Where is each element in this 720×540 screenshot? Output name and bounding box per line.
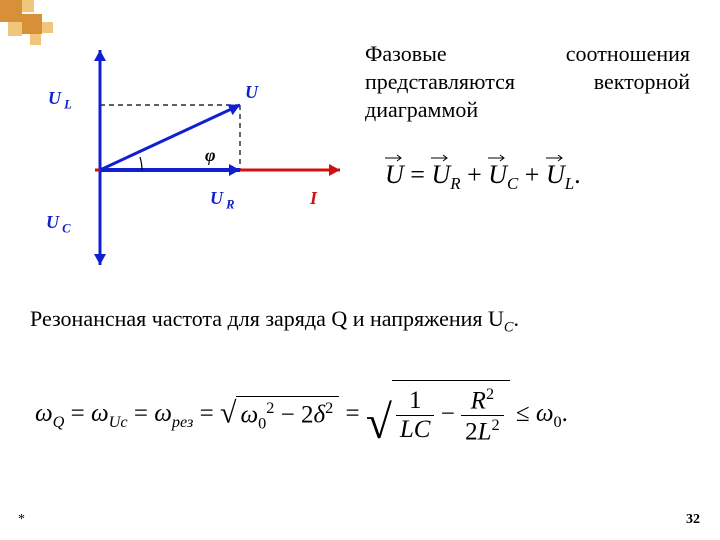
diagram-label-phi: φ: [205, 145, 216, 166]
diagram-label-U: U: [245, 82, 258, 103]
resonance-formula: ωQ = ωUc = ωрез = √ ω02 − 2δ2 = √ 1 LC −…: [35, 380, 568, 450]
page-number: 32: [686, 512, 700, 528]
description-line3: диаграммой: [365, 96, 478, 125]
diagram-label-UR: U R: [210, 188, 235, 213]
resonance-text: Резонансная частота для заряда Q и напря…: [30, 305, 519, 337]
footer-star: *: [18, 512, 25, 528]
phasor-diagram: U L U C U U R Iφ: [40, 40, 350, 270]
description-line2: представляются векторной: [365, 68, 690, 97]
vector-sum-formula: U = UR + UC + UL.: [385, 160, 581, 194]
diagram-label-I: I: [310, 188, 317, 209]
description-line1: Фазовые соотношения: [365, 40, 690, 69]
diagram-label-UL: U L: [48, 88, 72, 113]
diagram-label-UC: U C: [46, 212, 71, 237]
